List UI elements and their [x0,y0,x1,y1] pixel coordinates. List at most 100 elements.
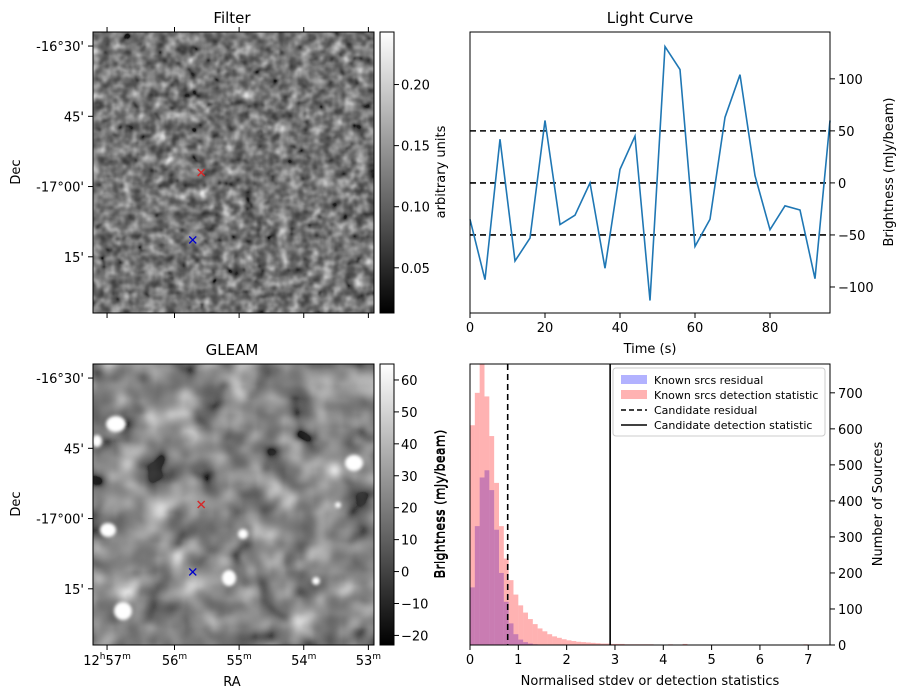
gleam-bright-sources [93,416,363,620]
dec-tick-label: 45' [64,442,84,457]
histogram-bar [494,482,499,645]
histogram-bar [552,636,557,645]
gleam-xlabel: RA [223,675,241,690]
histogram-bar [498,526,504,645]
legend-label: Candidate residual [654,404,757,417]
x-marker [197,168,206,177]
x-tick-label: 1 [514,653,522,668]
histogram-bar [619,643,625,645]
x-marker [188,235,197,244]
ra-tick-part: m [372,652,381,662]
histogram-bar [523,612,528,645]
histogram-bar [484,470,490,645]
bright-source [222,570,236,586]
ra-tick-part: m [122,652,131,662]
ra-tick-part: 54 [291,654,308,669]
histogram-bar [614,643,620,645]
dec-tick-label: -16°30' [36,40,84,55]
histogram-bar [561,639,567,645]
histogram-bar [474,392,480,645]
y-tick-label: 200 [838,567,863,582]
filter-panel: Filter -16°30' 45' -17°00' 15' Dec 0.20 0.15… [9,9,449,318]
filter-title: Filter [213,9,251,27]
x-tick-label: 40 [612,321,629,336]
x-tick-label: 4 [659,653,667,668]
x-tick-label: 6 [756,653,764,668]
filter-markers [188,168,206,244]
filter-colorbar-label: arbitrary units [434,125,449,218]
colorbar-tick-label: 0.20 [401,79,430,94]
legend-label: Known srcs detection statistic [654,389,818,402]
ra-tick-label: 55m [226,652,251,669]
dec-tick-label: -16°30' [36,372,84,387]
filter-colorbar-ticks: 0.20 0.15 0.10 0.05 [394,79,430,277]
colorbar-tick-label: 0.05 [401,262,430,277]
y-tick-label: 700 [838,387,863,402]
histogram-bar [585,642,591,645]
filter-image [93,32,374,313]
light-curve-chart: Light Curve 0 20 40 60 80 100 50 0 −50 −100 Time… [466,9,897,357]
light-curve-y-ticks: 100 50 0 −50 −100 [830,73,874,296]
x-tick-label: 0 [466,653,474,668]
histogram-ylabel-left: Brightness (mJy/beam) [433,430,448,579]
y-tick-label: −50 [838,229,865,244]
histogram-bar [489,490,495,645]
histogram-bar [518,605,524,645]
gleam-colorbar-ticks: 60 50 40 30 20 10 0 −10 −20 [394,374,428,644]
dec-tick-label: -17°00' [36,181,84,196]
bright-source [345,455,363,471]
ra-tick-part: 56 [162,654,179,669]
gleam-ylabel: Dec [9,491,24,516]
colorbar-tick-label: 60 [401,374,418,389]
x-tick-label: 20 [537,321,554,336]
gleam-frame [92,363,375,646]
y-tick-label: 500 [838,459,863,474]
histogram-bar [527,619,533,645]
colorbar-tick-label: 40 [401,438,418,453]
ra-tick-label: 53m [356,652,381,669]
gleam-dec-ticks: -16°30' 45' -17°00' 15' [36,372,93,598]
histogram-bar [523,642,528,645]
histogram-bar [682,643,688,645]
colorbar-tick-label: 0.15 [401,140,430,155]
histogram-vlines [506,364,611,645]
histogram-bar [470,587,475,645]
gleam-markers [188,500,206,576]
histogram-bars [470,364,809,645]
histogram-bar [542,631,548,645]
x-marker [188,567,197,576]
legend-box [612,367,826,437]
x-marker-stroke [188,567,197,576]
x-marker-stroke [197,500,206,509]
histogram-bar [576,641,582,645]
colorbar-tick-label: 20 [401,502,418,517]
histogram-bar [532,624,538,645]
ra-tick-part: 53 [356,654,373,669]
histogram-legend: Known srcs residual Known srcs detection … [612,367,826,437]
histogram-bar [595,643,601,645]
y-tick-label: 400 [838,495,863,510]
light-curve-xlabel: Time (s) [623,342,677,357]
light-curve-frame [469,31,831,314]
bright-source [114,602,132,620]
histogram-bar [494,529,499,645]
gleam-colorbar [379,363,395,646]
ra-tick-part: m [308,652,317,662]
y-tick-label: 0 [838,177,846,192]
gleam-colorbar-label: Brightness (mJy/beam) [434,430,449,579]
ra-tick-label: 12h57m [83,652,131,669]
y-tick-label: 300 [838,531,863,546]
light-curve-title: Light Curve [607,9,693,27]
histogram-bar [470,425,475,645]
histogram-bar [513,594,519,645]
histogram-bar [556,637,562,645]
histogram-bar [605,643,611,645]
bright-source [335,502,341,508]
colorbar-tick-label: −10 [401,597,428,612]
gleam-title: GLEAM [206,341,259,359]
dec-tick-label: 15' [64,251,84,266]
x-tick-label: 7 [804,653,812,668]
histogram-bar [547,634,553,645]
x-tick-label: 0 [466,321,474,336]
